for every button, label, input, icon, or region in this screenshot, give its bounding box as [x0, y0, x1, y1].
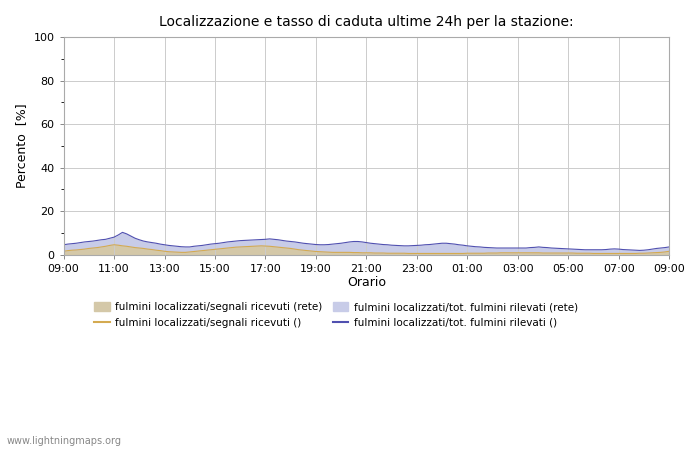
- X-axis label: Orario: Orario: [347, 276, 386, 289]
- Legend: fulmini localizzati/segnali ricevuti (rete), fulmini localizzati/segnali ricevut: fulmini localizzati/segnali ricevuti (re…: [90, 298, 582, 332]
- Text: www.lightningmaps.org: www.lightningmaps.org: [7, 436, 122, 446]
- Title: Localizzazione e tasso di caduta ultime 24h per la stazione:: Localizzazione e tasso di caduta ultime …: [159, 15, 574, 29]
- Y-axis label: Percento  [%]: Percento [%]: [15, 104, 28, 188]
